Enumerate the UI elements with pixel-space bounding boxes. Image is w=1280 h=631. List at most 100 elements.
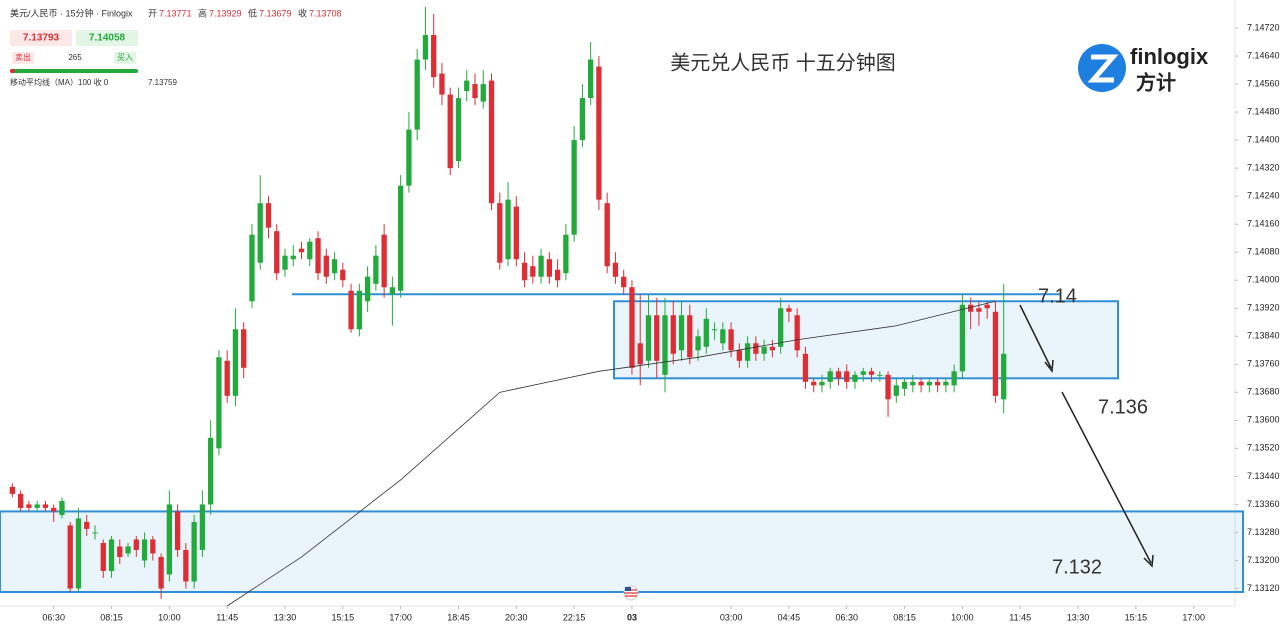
- buy-label[interactable]: 买入: [117, 53, 133, 62]
- x-tick-label: 15:15: [1125, 612, 1148, 622]
- sell-label[interactable]: 卖出: [15, 52, 31, 62]
- candle-body: [835, 371, 842, 379]
- logo-cn: 方计: [1136, 70, 1176, 94]
- spread-bar: [10, 69, 138, 73]
- candle-body: [1001, 353, 1007, 400]
- x-tick-label: 15:15: [332, 612, 355, 622]
- x-tick-label: 08:15: [893, 612, 916, 622]
- plot: [0, 7, 1244, 607]
- y-tick-label: 7.14160: [1247, 219, 1280, 229]
- us-flag-canton: [625, 587, 631, 591]
- arrow: [1019, 304, 1052, 369]
- candle-body: [133, 539, 139, 550]
- buy-button[interactable]: [114, 52, 136, 64]
- candle-body: [844, 371, 850, 382]
- candle-body: [877, 374, 883, 376]
- candle-body: [571, 140, 577, 235]
- candle-body: [92, 532, 98, 534]
- candle-body: [521, 262, 528, 281]
- logo-mark: [1087, 54, 1119, 83]
- candle-body: [720, 329, 726, 344]
- candle-body: [389, 287, 396, 295]
- y-tick-label: 7.14640: [1247, 50, 1280, 60]
- candle-body: [199, 504, 206, 550]
- x-tick-label: 03: [627, 612, 637, 622]
- candle-body: [728, 329, 734, 351]
- ohlc-value: 7.13771: [159, 8, 192, 18]
- x-tick-label: 03:00: [720, 612, 743, 622]
- candle-body: [373, 255, 379, 284]
- ohlc-key: 高: [198, 7, 207, 18]
- spread-bar-sell: [10, 69, 15, 73]
- y-tick-label: 7.14480: [1247, 106, 1280, 116]
- candle-body: [604, 203, 610, 267]
- candle-body: [439, 73, 445, 95]
- candle-body: [794, 315, 800, 351]
- candle-body: [588, 59, 594, 99]
- candle-body: [191, 521, 197, 582]
- candle-body: [934, 381, 941, 386]
- candle-body: [860, 371, 866, 375]
- candle-body: [364, 276, 371, 302]
- candle-body: [645, 315, 652, 361]
- y-tick-label: 7.13440: [1247, 471, 1280, 481]
- candle-body: [108, 539, 115, 571]
- candle-body: [232, 329, 239, 396]
- candle-body: [340, 269, 346, 281]
- candle-body: [216, 357, 222, 449]
- y-tick-label: 7.13280: [1247, 527, 1280, 537]
- x-tick-label: 10:00: [158, 612, 181, 622]
- candle-body: [488, 80, 495, 204]
- zone: [0, 510, 1244, 593]
- candle-body: [150, 539, 156, 554]
- candle-body: [472, 84, 478, 99]
- candle-body: [274, 231, 280, 274]
- indicator-value: 7.13759: [148, 78, 177, 87]
- candle-body: [736, 350, 742, 361]
- candle-body: [976, 308, 982, 312]
- candle-body: [687, 315, 693, 358]
- candle-body: [811, 381, 817, 386]
- candle-body: [59, 500, 65, 515]
- y-tick-label: 7.13360: [1247, 499, 1280, 509]
- x-tick-label: 22:15: [563, 612, 586, 622]
- sell-button[interactable]: [12, 52, 34, 64]
- candle-body: [918, 381, 924, 386]
- candle-body: [117, 546, 123, 557]
- candle-body: [786, 308, 792, 312]
- annotations: 7.14 7.136 7.132: [623, 285, 1154, 601]
- x-tick-label: 11:45: [1009, 612, 1031, 622]
- candle-body: [943, 381, 949, 386]
- candle-body: [9, 486, 16, 494]
- candle-body: [695, 336, 701, 351]
- moving-average: [226, 300, 996, 607]
- candle-body: [348, 290, 354, 330]
- annotation-label: 7.132: [1052, 556, 1102, 578]
- candle-body: [67, 525, 73, 589]
- candle-body: [18, 493, 24, 508]
- x-tick-label: 11:45: [216, 612, 238, 622]
- candle-body: [579, 98, 586, 141]
- candle-body: [84, 521, 90, 529]
- ohlc-key: 收: [298, 7, 307, 18]
- candle-body: [42, 504, 49, 508]
- y-tick-label: 7.13200: [1247, 555, 1280, 565]
- x-tick-label: 04:45: [778, 612, 801, 622]
- candle-body: [827, 371, 833, 382]
- candle-body: [34, 504, 40, 508]
- candle-body: [257, 203, 263, 263]
- candle-body: [141, 539, 148, 561]
- annotation-label: 7.14: [1038, 285, 1077, 307]
- candle-body: [563, 234, 569, 274]
- y-tick-label: 7.13520: [1247, 443, 1280, 453]
- candle-body: [513, 206, 519, 260]
- x-tick-label: 20:30: [505, 612, 528, 622]
- candle-body: [530, 266, 536, 277]
- ohlc-key: 开: [148, 8, 157, 18]
- x-tick-label: 13:30: [1067, 612, 1090, 622]
- candle-body: [778, 308, 784, 347]
- y-tick-label: 7.13760: [1247, 359, 1280, 369]
- ohlc: 开 7.13771 高 7.13929 低 7.13679 收 7.13708: [148, 7, 342, 18]
- candle-body: [901, 381, 908, 389]
